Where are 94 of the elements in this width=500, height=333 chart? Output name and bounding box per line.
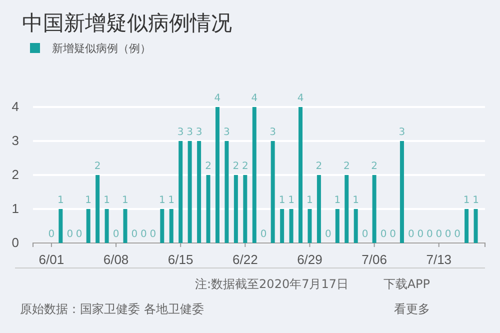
data-label: 0 [76,229,82,240]
data-label: 3 [398,127,406,138]
data-label: 0 [390,229,396,240]
text: 注:数据截至2020年7月17日 [195,277,348,291]
bar [206,175,210,243]
data-label: 3 [186,127,194,138]
data-label: 0 [324,229,332,240]
data-label: 0 [66,229,74,240]
y-tick-label: 4 [12,99,19,114]
data-label: 1 [352,195,360,206]
bar [224,141,229,243]
data-label: 1 [472,195,479,206]
data-label: 2 [94,161,101,172]
x-tick-label: 6/01 [38,252,64,268]
x-tick-label: 7/13 [426,252,452,268]
data-label: 0 [417,229,424,240]
bar [372,175,376,243]
data-label: 1 [288,195,294,206]
text: 原始数据：国家卫健委 各地卫健委 [20,302,204,316]
data-label: 4 [297,93,304,104]
data-label: 2 [343,161,350,172]
bar [270,141,275,243]
x-tick-label: 6/15 [168,252,194,268]
y-tick-label: 0 [12,235,19,250]
bar [104,209,109,243]
data-label: 3 [196,127,202,138]
data-label: 0 [444,229,452,240]
bar [308,209,312,243]
data-label: 1 [278,195,286,206]
data-label: 1 [122,195,128,206]
data-label: 0 [140,229,147,240]
bar [96,175,100,243]
data-label: 1 [168,195,175,206]
bar [234,175,238,243]
data-label: 0 [150,229,156,240]
bar [354,209,358,243]
y-tick-label: 2 [12,167,19,182]
text: 下载APP [383,277,430,291]
data-label: 2 [242,161,248,172]
data-label: 1 [158,195,166,206]
bar [160,209,164,243]
y-tick-label: 3 [12,133,19,148]
bar [197,141,202,243]
data-label: 0 [408,229,414,240]
data-label: 2 [316,161,322,172]
x-tick-label: 7/06 [362,252,387,268]
bar [464,209,469,243]
bar [344,175,349,243]
data-label: 1 [57,195,64,206]
bar [123,209,128,243]
data-label: 0 [436,229,442,240]
bar [169,209,174,243]
data-label: 1 [306,195,313,206]
bar [252,107,256,243]
data-label: 0 [260,229,267,240]
bar [298,107,303,243]
bar [474,209,478,243]
data-label: 1 [85,195,92,206]
chart-title: 中国新增疑似病例情况 [22,11,232,35]
bar [335,209,340,243]
data-label: 4 [251,93,258,104]
data-label: 2 [232,161,240,172]
bar [280,209,284,243]
data-label: 1 [334,195,341,206]
text: 看更多 [394,302,430,316]
x-tick-label: 6/29 [297,252,322,268]
data-label: 1 [104,195,110,206]
bar [58,209,63,243]
y-tick-label: 1 [12,201,19,216]
bar [400,141,404,243]
data-label: 1 [463,195,470,206]
data-label: 0 [380,229,387,240]
bar [86,209,90,243]
x-tick-label: 6/08 [103,252,129,268]
data-label: 0 [426,229,433,240]
data-label: 4 [214,93,221,104]
data-label: 0 [112,229,120,240]
bar [178,141,183,243]
bar [243,175,248,243]
legend-label: 新增疑似病例（例） [52,42,151,55]
bar [289,209,294,243]
data-label: 0 [454,229,461,240]
bar [215,107,220,243]
x-tick-label: 6/22 [232,252,258,268]
data-label: 3 [177,127,184,138]
data-label: 0 [48,229,55,240]
data-label: 3 [224,127,230,138]
data-label: 0 [131,229,138,240]
data-label: 3 [270,127,276,138]
bar [316,175,321,243]
data-label: 2 [205,161,212,172]
bar [188,141,192,243]
data-label: 2 [371,161,378,172]
data-label: 0 [362,229,368,240]
